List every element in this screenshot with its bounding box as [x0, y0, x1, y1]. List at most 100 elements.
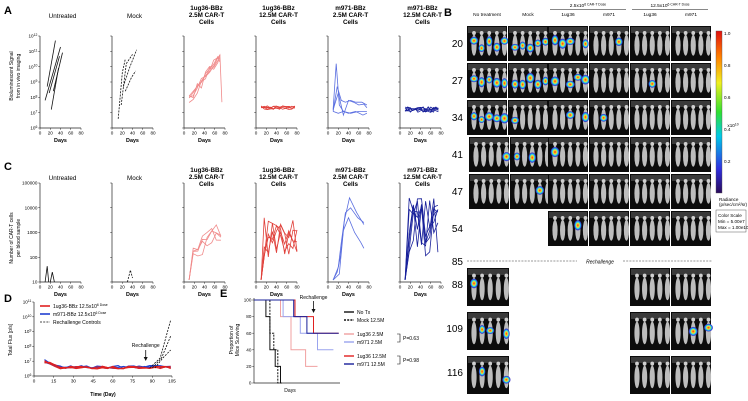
- mouse-silhouette: [552, 219, 558, 241]
- mouse-head: [583, 31, 588, 35]
- mouse-silhouette: [608, 108, 614, 130]
- mouse-head: [665, 179, 670, 183]
- mouse-head: [513, 31, 517, 35]
- mouse-head: [676, 216, 680, 220]
- mouse-head: [515, 179, 519, 183]
- mouse-head: [706, 31, 711, 35]
- bioluminescent-signal: [492, 42, 501, 52]
- series-line: [46, 40, 56, 87]
- x-tick-label: 60: [68, 131, 74, 136]
- mouse-head: [480, 361, 484, 366]
- mouse-silhouette: [473, 182, 479, 204]
- x-axis-label: Days: [54, 292, 67, 298]
- mouse-silhouette: [642, 321, 648, 345]
- imaging-stage-top: [631, 357, 669, 363]
- mouse-head: [528, 105, 533, 109]
- bioluminescent-signal: [614, 37, 623, 47]
- mouse-silhouette: [601, 219, 607, 241]
- mouse-head: [553, 179, 557, 183]
- mouse-silhouette: [675, 108, 681, 130]
- mouse-silhouette: [575, 145, 581, 167]
- bioluminescent-signal: [535, 185, 545, 196]
- mouse-silhouette: [567, 145, 573, 167]
- mouse-silhouette: [623, 219, 630, 241]
- bioluminescent-signal: [541, 76, 549, 86]
- mouse-silhouette: [582, 145, 589, 167]
- colorbar-radiance-label: Radiance: [719, 197, 739, 202]
- mouse-silhouette: [683, 321, 689, 345]
- mouse-silhouette: [675, 277, 681, 301]
- y-tick-label: 100000: [22, 181, 38, 186]
- mouse-silhouette: [593, 108, 599, 130]
- mouse-silhouette: [690, 108, 696, 130]
- mouse-silhouette: [481, 145, 487, 167]
- mouse-head: [522, 179, 527, 183]
- mouse-head: [530, 179, 535, 183]
- y-tick-label: 100: [30, 255, 38, 260]
- series-line: [52, 52, 63, 92]
- mouse-head: [698, 273, 703, 278]
- x-tick-label: 40: [346, 285, 352, 290]
- mouse-head: [594, 142, 598, 146]
- y-tick-label: 20: [246, 364, 252, 369]
- mouse-silhouette: [683, 108, 689, 130]
- y-tick-label: 0: [249, 381, 252, 386]
- mouse-image-cell: [630, 100, 671, 135]
- mouse-head: [535, 105, 540, 109]
- mouse-head: [650, 179, 655, 183]
- x-tick-label: 0: [111, 131, 114, 136]
- legend-label: 1ug36 12.5M: [357, 354, 386, 360]
- mouse-silhouette: [698, 145, 704, 167]
- mouse-head: [568, 216, 573, 220]
- subplot-title: Cells: [415, 19, 431, 26]
- mouse-silhouette: [705, 365, 712, 389]
- mouse-silhouette: [542, 108, 549, 130]
- x-tick-label: 80: [222, 131, 228, 136]
- bioluminescent-signal: [492, 114, 502, 123]
- mouse-head: [543, 31, 548, 35]
- mouse-head: [698, 142, 703, 146]
- mouse-head: [575, 216, 580, 220]
- imaging-stage-top: [468, 357, 508, 363]
- mouse-head: [560, 31, 565, 35]
- bioluminescent-signal: [501, 77, 508, 89]
- mouse-head: [706, 361, 711, 366]
- rechallenge-label: Rechallenge: [300, 295, 328, 301]
- mouse-silhouette: [690, 277, 696, 301]
- mouse-head: [601, 142, 606, 146]
- mouse-silhouette: [698, 365, 704, 389]
- rechallenge-day-label: 85: [452, 257, 464, 268]
- subplot-title: m971-BBz: [335, 5, 365, 12]
- mouse-image-cell: [630, 137, 671, 172]
- mouse-head: [496, 273, 501, 278]
- mouse-head: [676, 179, 680, 183]
- mouse-silhouette: [593, 71, 599, 93]
- y-tick-label: 109: [30, 79, 37, 85]
- mouse-head: [535, 68, 540, 72]
- legend-label: Rechallenge Controls: [53, 320, 101, 326]
- mouse-silhouette: [664, 321, 671, 345]
- series-line: [122, 49, 137, 87]
- mouse-head: [609, 31, 614, 35]
- mouse-head: [488, 317, 493, 322]
- bioluminescent-signal: [478, 44, 486, 53]
- x-axis-label: Days: [342, 138, 355, 144]
- survival-curve: [254, 299, 318, 367]
- mouse-head: [575, 68, 580, 72]
- mouse-silhouette: [705, 108, 712, 130]
- mouse-head: [676, 105, 680, 109]
- mouse-silhouette: [657, 277, 663, 301]
- bioluminescent-signal: [511, 79, 519, 89]
- mouse-head: [488, 273, 493, 278]
- y-tick-label: 107: [30, 110, 37, 116]
- x-tick-label: 0: [399, 131, 402, 136]
- imaging-stage-top: [672, 101, 710, 107]
- bioluminescent-signal: [526, 43, 535, 53]
- mouse-silhouette: [522, 182, 528, 204]
- mouse-head: [487, 105, 492, 109]
- color-scale-box: [715, 209, 747, 233]
- x-axis-label: Days: [270, 138, 283, 144]
- mouse-head: [583, 142, 588, 146]
- mouse-head: [650, 317, 655, 322]
- series-line: [48, 56, 60, 94]
